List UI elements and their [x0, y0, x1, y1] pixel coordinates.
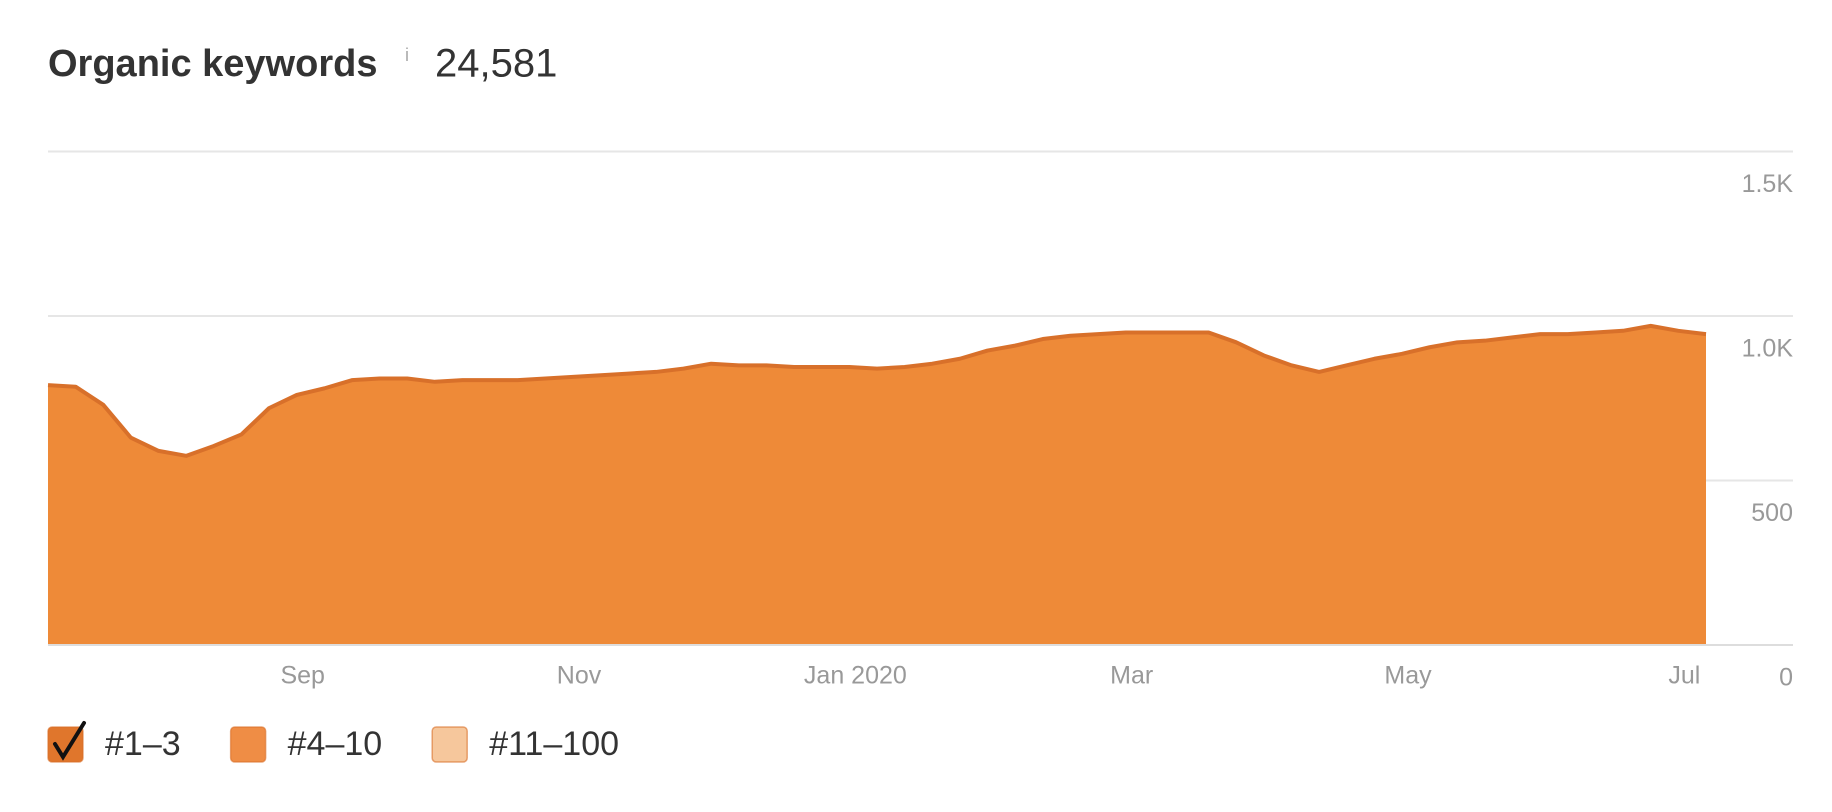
info-icon[interactable]: i — [405, 45, 409, 65]
y-tick-label: 0 — [1779, 664, 1793, 692]
total-count: 24,581 — [435, 42, 557, 86]
x-tick-label: Mar — [1110, 662, 1153, 690]
x-tick-label: Sep — [280, 662, 324, 690]
x-tick-label: May — [1384, 662, 1432, 690]
check-mark — [53, 721, 86, 761]
y-tick-label: 500 — [1751, 499, 1793, 527]
legend-checkbox — [229, 726, 267, 763]
legend-item[interactable]: #4–10 — [229, 725, 383, 763]
x-tick-label: Jan 2020 — [804, 662, 907, 690]
legend-label: #11–100 — [489, 725, 619, 763]
legend-label: #4–10 — [288, 725, 383, 763]
x-tick-label: Jul — [1668, 662, 1700, 690]
legend-item[interactable]: #1–3 — [47, 721, 181, 763]
x-tick-label: Nov — [557, 662, 602, 690]
legend-item[interactable]: #11–100 — [431, 725, 619, 763]
chart-title: Organic keywords — [48, 43, 377, 85]
y-tick-label: 1.0K — [1742, 335, 1794, 363]
y-tick-label: 1.5K — [1742, 170, 1794, 198]
area — [48, 325, 1706, 645]
area-line — [47, 323, 1707, 458]
legend-label: #1–3 — [105, 725, 181, 763]
legend-checkbox — [431, 726, 468, 763]
